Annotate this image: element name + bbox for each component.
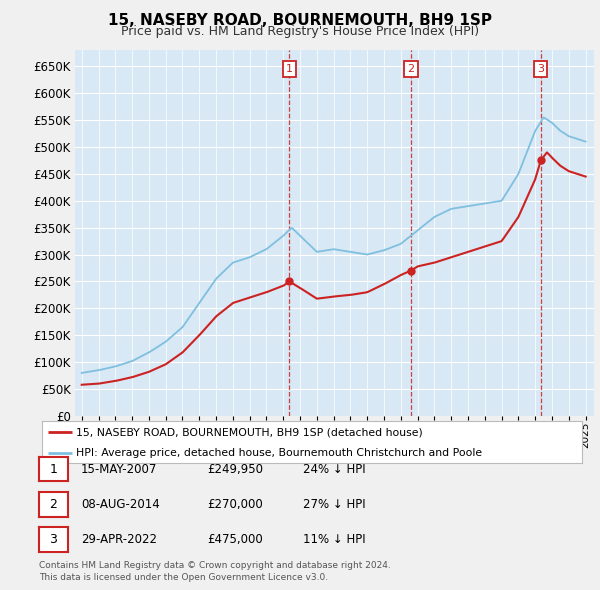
Text: £249,950: £249,950 xyxy=(207,463,263,476)
Text: HPI: Average price, detached house, Bournemouth Christchurch and Poole: HPI: Average price, detached house, Bour… xyxy=(76,448,482,457)
Text: 15, NASEBY ROAD, BOURNEMOUTH, BH9 1SP: 15, NASEBY ROAD, BOURNEMOUTH, BH9 1SP xyxy=(108,13,492,28)
Text: Contains HM Land Registry data © Crown copyright and database right 2024.
This d: Contains HM Land Registry data © Crown c… xyxy=(39,561,391,582)
Text: 15-MAY-2007: 15-MAY-2007 xyxy=(81,463,157,476)
Text: 11% ↓ HPI: 11% ↓ HPI xyxy=(303,533,365,546)
Text: 27% ↓ HPI: 27% ↓ HPI xyxy=(303,498,365,511)
Text: 15, NASEBY ROAD, BOURNEMOUTH, BH9 1SP (detached house): 15, NASEBY ROAD, BOURNEMOUTH, BH9 1SP (d… xyxy=(76,427,423,437)
Text: 08-AUG-2014: 08-AUG-2014 xyxy=(81,498,160,511)
Text: 29-APR-2022: 29-APR-2022 xyxy=(81,533,157,546)
Text: £270,000: £270,000 xyxy=(207,498,263,511)
Text: £475,000: £475,000 xyxy=(207,533,263,546)
Text: 2: 2 xyxy=(407,64,415,74)
Text: Price paid vs. HM Land Registry's House Price Index (HPI): Price paid vs. HM Land Registry's House … xyxy=(121,25,479,38)
Text: 24% ↓ HPI: 24% ↓ HPI xyxy=(303,463,365,476)
Text: 3: 3 xyxy=(537,64,544,74)
Text: 1: 1 xyxy=(49,463,58,476)
Text: 2: 2 xyxy=(49,498,58,511)
Text: 3: 3 xyxy=(49,533,58,546)
Text: 1: 1 xyxy=(286,64,293,74)
